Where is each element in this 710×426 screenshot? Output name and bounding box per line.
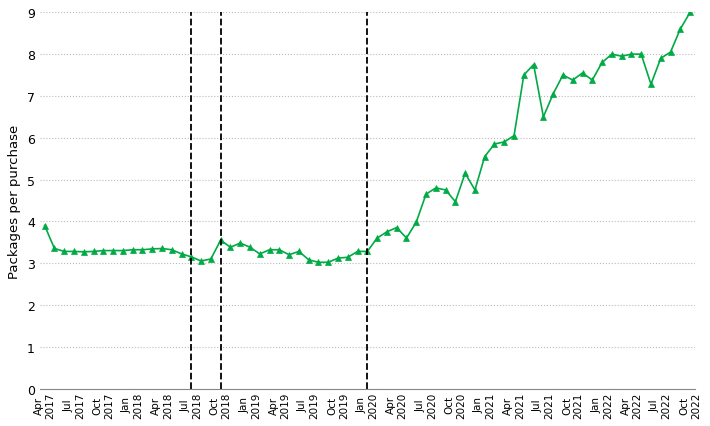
Y-axis label: Packages per purchase: Packages per purchase	[9, 124, 21, 278]
